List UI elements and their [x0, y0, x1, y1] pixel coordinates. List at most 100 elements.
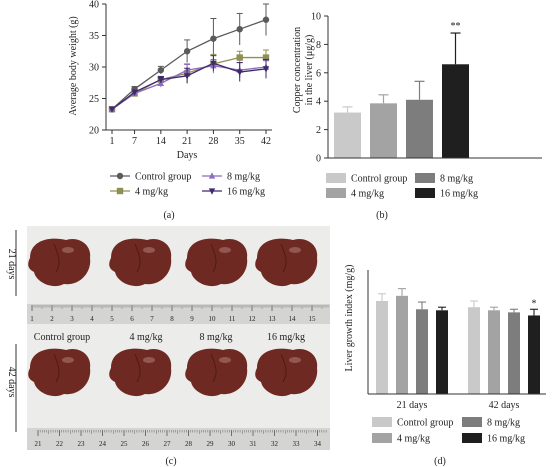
chart-b-ylabel-line1: Copper concentration — [292, 27, 303, 113]
legend-label-mg16: 16 mg/kg — [227, 187, 265, 198]
chart-a-xtick-label: 1 — [110, 136, 115, 147]
liver-specimen — [109, 238, 172, 287]
ruler-number: 1 — [30, 315, 34, 323]
data-point-control — [236, 26, 243, 33]
liver-highlight — [289, 357, 301, 363]
liver-fissure — [53, 243, 60, 273]
liver-highlight — [289, 247, 301, 253]
bar-bar_mg4 — [370, 103, 397, 158]
data-point-control — [183, 48, 191, 55]
chart-b-ytick-label: 10 — [311, 12, 321, 23]
legend-swatch-bar_mg8 — [462, 417, 482, 427]
ruler-number: 15 — [309, 315, 317, 323]
chart-b: ** 0 2 4 6 8 10 Copper concentration in the l… — [292, 12, 542, 221]
data-point-mg16 — [183, 73, 191, 80]
ruler-number: 31 — [250, 440, 258, 448]
chart-a-ytick-label: 30 — [89, 63, 99, 74]
legend-label-bar_mg8: 8 mg/kg — [440, 174, 473, 185]
chart-d-ylabel: Liver growth index (mg/g) — [344, 265, 355, 372]
ruler-number: 26 — [142, 440, 150, 448]
photo-panel: 21 days 42 days 1 2 3 4 5 6 7 8 9 10 11 12 13 14 15 Co… — [6, 226, 330, 467]
legend-swatch-bar_mg8 — [415, 173, 435, 183]
data-point-mg16 — [157, 77, 165, 84]
ruler-number: 32 — [271, 440, 279, 448]
ruler-number: 23 — [78, 440, 86, 448]
group-label: 4 mg/kg — [129, 332, 162, 343]
ruler-number: 13 — [269, 315, 277, 323]
data-point-control — [210, 35, 217, 42]
chart-d: * 21 days 42 days Liver growth index (mg/… — [344, 265, 546, 467]
data-point-mg16 — [262, 66, 270, 73]
chart-b-ylabel-line2: in the liver (μg/g) — [304, 35, 315, 106]
bar-bar_mg16 — [528, 315, 540, 394]
ruler-number: 24 — [99, 440, 107, 448]
bar-bar_mg4 — [488, 310, 500, 394]
legend-label-bar_mg8: 8 mg/kg — [487, 418, 520, 429]
legend-label-bar_control: Control group — [351, 174, 407, 185]
liver-specimen — [255, 348, 318, 397]
chart-a-xtick-label: 7 — [132, 136, 137, 147]
ruler-number: 6 — [130, 315, 134, 323]
ruler-number: 5 — [110, 315, 114, 323]
ruler-number: 28 — [185, 440, 193, 448]
chart-b-ytick-label: 2 — [316, 125, 321, 136]
panel-label-b: (b) — [376, 210, 388, 221]
ruler-number: 3 — [70, 315, 74, 323]
data-point-mg16 — [131, 89, 138, 96]
liver-specimen — [28, 238, 91, 287]
ruler-number: 22 — [56, 440, 64, 448]
legend-label-bar_control: Control group — [397, 418, 453, 429]
chart-a-ytick-label: 25 — [89, 94, 99, 105]
data-point-mg4 — [262, 54, 270, 61]
liver-fissure — [210, 353, 217, 383]
liver-specimen — [109, 348, 172, 397]
ruler-number: 34 — [314, 440, 322, 448]
liver-highlight — [219, 357, 231, 363]
legend-label-mg4: 4 mg/kg — [135, 187, 168, 198]
bar-bar_control — [376, 301, 388, 394]
row-label-42-days: 42 days — [6, 367, 17, 398]
legend-marker-mg8 — [208, 172, 216, 179]
chart-d-category-label: 42 days — [489, 400, 520, 411]
chart-b-ytick-label: 0 — [316, 154, 321, 165]
data-point-mg16 — [108, 106, 116, 114]
liver-highlight — [143, 247, 155, 253]
group-label: 8 mg/kg — [199, 332, 232, 343]
data-point-control — [262, 16, 270, 23]
ruler-number: 2 — [50, 315, 54, 323]
bar-bar_control — [468, 307, 480, 394]
liver-fissure — [210, 243, 217, 273]
legend-swatch-bar_mg16 — [415, 188, 435, 198]
chart-b-ytick-label: 6 — [316, 68, 321, 79]
legend-swatch-bar_control — [372, 417, 392, 427]
chart-a-xlabel: Days — [177, 150, 198, 161]
bar-bar_mg8 — [406, 99, 433, 158]
liver-specimen — [28, 348, 91, 397]
bar-bar_mg16 — [442, 64, 469, 158]
ruler-top — [27, 304, 330, 324]
significance-mark: * — [532, 298, 537, 309]
legend-swatch-bar_mg4 — [326, 188, 346, 198]
panel-label-c: (c) — [165, 456, 176, 467]
chart-a-ytick-label: 20 — [89, 126, 99, 137]
ruler-number: 7 — [150, 315, 154, 323]
liver-fissure — [134, 243, 141, 273]
chart-a-xtick-label: 21 — [182, 136, 192, 147]
liver-specimen — [255, 238, 318, 287]
liver-fissure — [280, 353, 287, 383]
liver-highlight — [143, 357, 155, 363]
ruler-number: 11 — [229, 315, 236, 323]
bar-bar_mg16 — [436, 310, 448, 394]
ruler-number: 10 — [209, 315, 217, 323]
ruler-number: 33 — [293, 440, 301, 448]
ruler-number: 12 — [249, 315, 257, 323]
legend-label-bar_mg16: 16 mg/kg — [440, 189, 478, 200]
group-label: 16 mg/kg — [267, 332, 305, 343]
ruler-number: 21 — [35, 440, 43, 448]
liver-highlight — [62, 357, 74, 363]
chart-a-xtick-label: 28 — [208, 136, 218, 147]
chart-b-ytick-label: 8 — [316, 40, 321, 51]
chart-b-ytick-label: 4 — [316, 97, 321, 108]
series-line-mg4 — [111, 56, 266, 110]
ruler-number: 29 — [207, 440, 215, 448]
